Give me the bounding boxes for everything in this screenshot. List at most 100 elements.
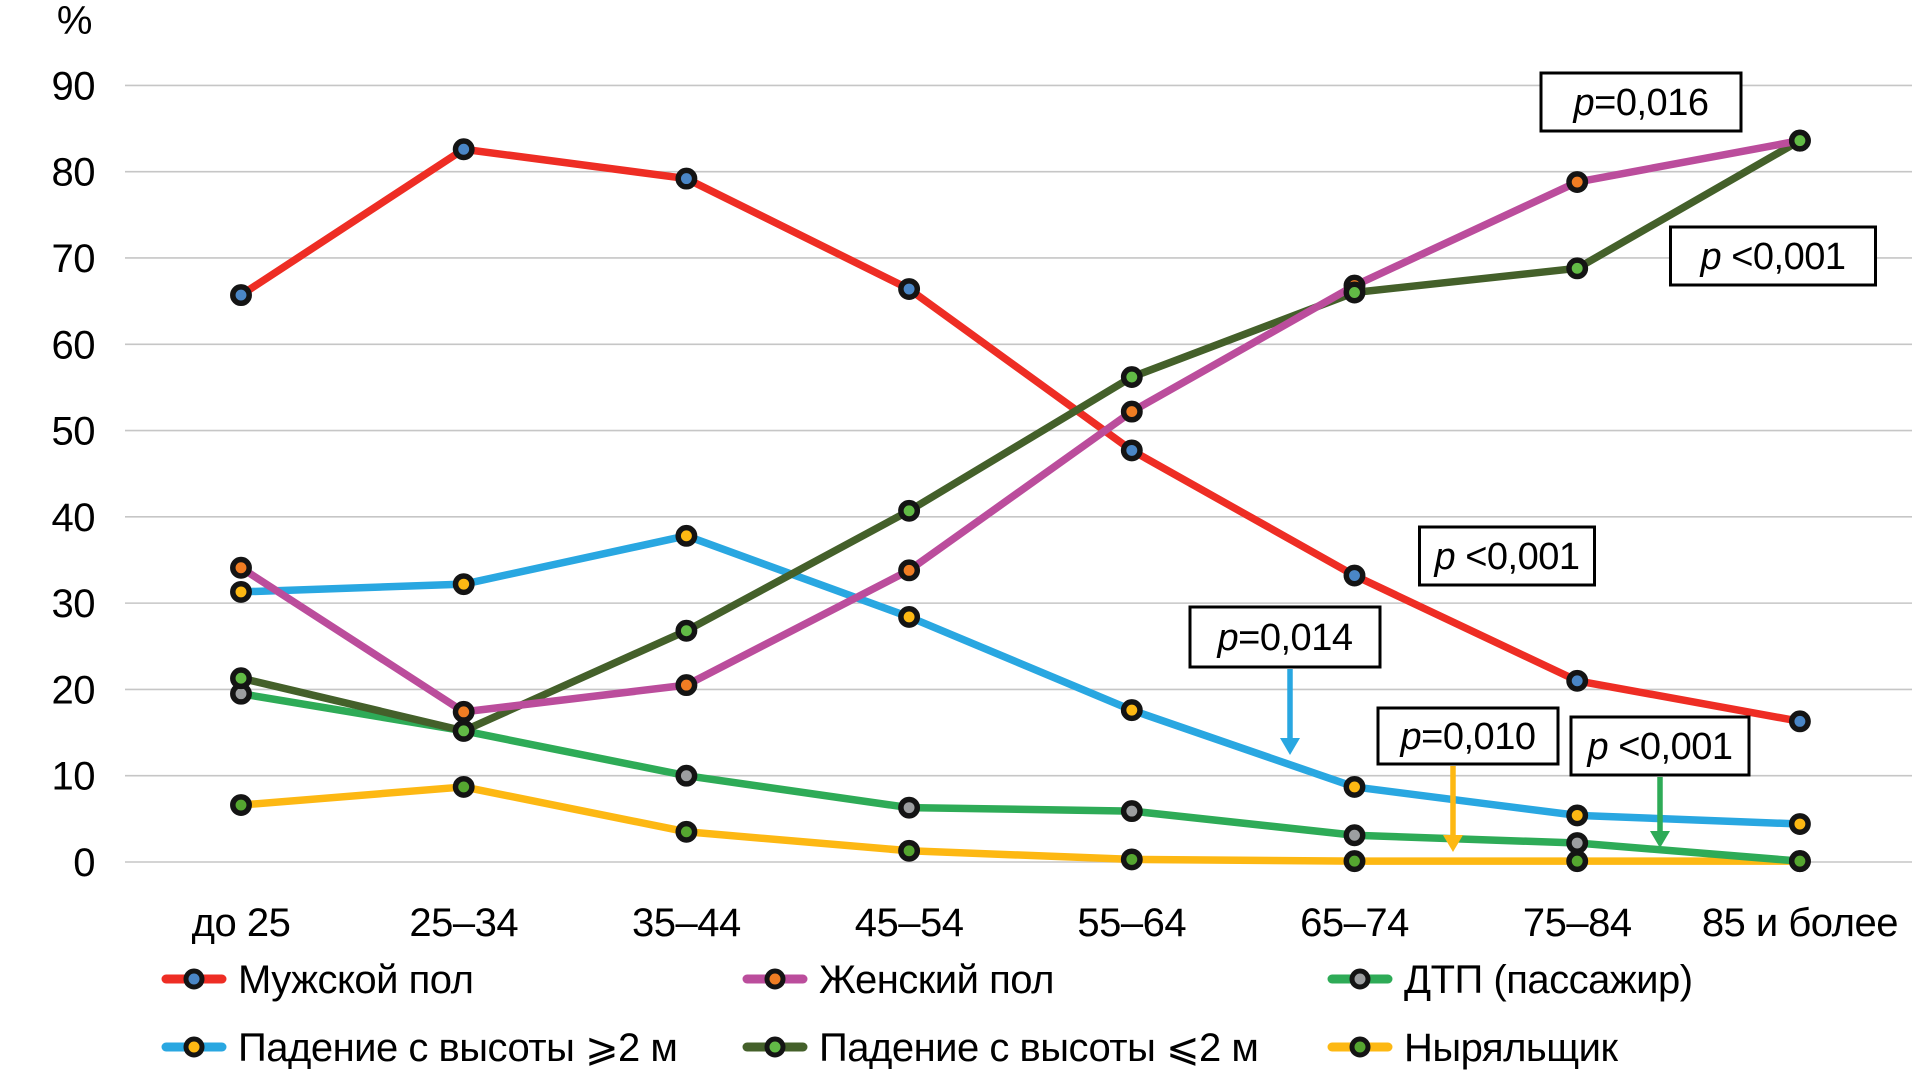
data-point-diver-3: [898, 839, 921, 862]
data-point-fall-ge-2m-3: [898, 605, 921, 628]
y-tick-label: 0: [73, 841, 95, 885]
y-tick-label: 50: [52, 410, 96, 454]
legend-swatch-marker-female: [764, 968, 786, 990]
data-point-fall-le-2m-6: [1566, 257, 1589, 280]
legend-swatch-marker-fall-le-2m: [764, 1036, 786, 1058]
x-tick-label: 45–54: [855, 901, 964, 945]
series-line-dtp-passenger: [237, 689, 1804, 865]
legend-label-fall-ge-2m: Падение с высоты ⩾2 м: [238, 1026, 677, 1070]
data-point-male-5: [1343, 564, 1366, 587]
data-point-fall-ge-2m-6: [1566, 804, 1589, 827]
series-line-fall-ge-2m: [237, 532, 1804, 828]
series-line-diver: [237, 783, 1804, 865]
data-point-diver-0: [230, 794, 252, 816]
series-line-fall-le-2m: [237, 136, 1804, 735]
data-point-fall-ge-2m-4: [1120, 699, 1143, 722]
data-point-dtp-passenger-5: [1343, 824, 1366, 847]
data-point-female-1: [452, 700, 475, 723]
legend-item-diver: Ныряльщик: [1327, 1026, 1619, 1070]
y-tick-label: 60: [52, 323, 96, 367]
p-value-text-0: p=0,016: [1573, 82, 1709, 124]
x-tick-label: 35–44: [632, 901, 741, 945]
x-tick-label: 65–74: [1300, 901, 1409, 945]
data-point-male-0: [230, 284, 252, 307]
p-value-box-4: [1376, 706, 1560, 766]
data-point-fall-le-2m-7: [1788, 129, 1811, 152]
legend-item-fall-le-2m: Падение с высоты ⩽2 м: [742, 1026, 1259, 1070]
data-point-female-3: [898, 559, 921, 582]
legend-item-dtp-passenger: ДТП (пассажир): [1327, 958, 1693, 1002]
x-tick-label: 25–34: [409, 901, 518, 945]
p-value-box-1: [1669, 225, 1877, 287]
data-point-dtp-passenger-6: [1566, 832, 1589, 854]
x-tick-label: 85 и более: [1702, 901, 1898, 945]
p-value-text-1: p <0,001: [1700, 236, 1846, 278]
p-value-text-5: p <0,001: [1587, 726, 1733, 768]
data-point-male-2: [675, 167, 698, 190]
data-point-fall-le-2m-4: [1120, 366, 1143, 389]
legend-swatch-marker-diver: [1349, 1036, 1371, 1058]
y-tick-label: 20: [52, 668, 96, 712]
data-point-fall-ge-2m-2: [675, 524, 698, 547]
data-point-female-2: [675, 674, 698, 697]
y-tick-label: 90: [52, 64, 96, 108]
p-value-text-2: p <0,001: [1434, 536, 1580, 578]
y-axis-unit-label: %: [57, 0, 92, 43]
data-point-female-4: [1120, 400, 1143, 423]
data-point-diver-2: [675, 820, 698, 843]
data-point-dtp-passenger-4: [1120, 800, 1143, 823]
y-tick-label: 80: [52, 151, 96, 195]
legend-label-female: Женский пол: [819, 958, 1054, 1002]
data-point-fall-le-2m-5: [1343, 281, 1366, 304]
legend-item-female: Женский пол: [742, 958, 1054, 1002]
data-point-diver-4: [1120, 848, 1143, 871]
data-point-male-3: [898, 278, 921, 300]
p-value-text-3: p=0,014: [1217, 617, 1353, 659]
x-tick-label: 75–84: [1523, 901, 1632, 945]
data-point-female-0: [230, 556, 252, 579]
data-point-male-7: [1788, 710, 1811, 733]
p-value-text-4: p=0,010: [1400, 716, 1536, 758]
data-point-fall-le-2m-1: [452, 719, 475, 742]
data-point-diver-7: [1788, 850, 1811, 873]
data-point-fall-ge-2m-1: [452, 573, 475, 596]
data-point-male-4: [1120, 439, 1143, 462]
legend-label-male: Мужской пол: [238, 958, 474, 1002]
p-value-box-2: [1418, 525, 1596, 587]
data-point-fall-le-2m-2: [675, 619, 698, 642]
legend-label-dtp-passenger: ДТП (пассажир): [1404, 958, 1693, 1002]
data-point-dtp-passenger-3: [898, 796, 921, 819]
legend-swatch-marker-fall-ge-2m: [183, 1036, 205, 1058]
series-line-female: [237, 136, 1804, 716]
data-point-diver-6: [1566, 850, 1589, 873]
data-point-fall-le-2m-3: [898, 499, 921, 522]
x-tick-label: 55–64: [1077, 901, 1186, 945]
y-tick-label: 40: [52, 496, 96, 540]
annotation-arrowhead: [1280, 738, 1300, 755]
annotation-arrowhead: [1650, 831, 1670, 848]
legend-swatch-marker-male: [183, 968, 205, 990]
data-point-fall-ge-2m-0: [230, 580, 252, 603]
data-point-fall-le-2m-0: [230, 667, 252, 690]
x-tick-label: до 25: [192, 901, 291, 945]
p-value-box-0: [1539, 71, 1743, 133]
data-point-male-6: [1566, 669, 1589, 692]
y-tick-label: 10: [52, 755, 96, 799]
p-value-box-3: [1188, 605, 1382, 669]
data-point-diver-1: [452, 775, 475, 798]
p-value-box-5: [1569, 715, 1751, 777]
data-point-fall-ge-2m-7: [1788, 813, 1811, 835]
legend-item-fall-ge-2m: Падение с высоты ⩾2 м: [161, 1026, 678, 1070]
data-point-diver-5: [1343, 850, 1366, 873]
legend-swatch-marker-dtp-passenger: [1349, 968, 1371, 990]
y-tick-label: 30: [52, 582, 96, 626]
legend-label-diver: Ныряльщик: [1404, 1026, 1619, 1070]
series-line-male: [237, 145, 1804, 726]
legend-label-fall-le-2m: Падение с высоты ⩽2 м: [819, 1026, 1258, 1070]
data-point-dtp-passenger-2: [675, 764, 698, 787]
data-point-female-6: [1566, 171, 1589, 193]
y-tick-label: 70: [52, 237, 96, 281]
annotation-arrowhead: [1443, 835, 1463, 852]
